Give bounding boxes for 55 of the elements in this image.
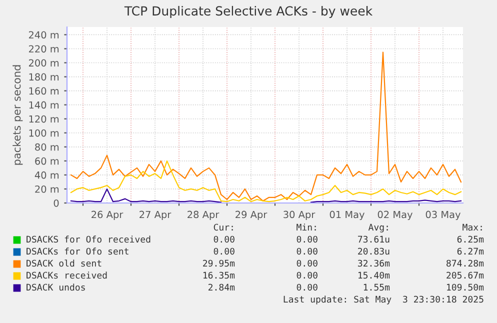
legend-label: DSACKs for Ofo sent (26, 248, 128, 255)
text: Min: (296, 224, 316, 231)
y-axis-title: packets per second (12, 65, 23, 165)
y-tick-label: 80 m (35, 143, 59, 151)
text: 6.25m (457, 236, 484, 243)
x-tick-label: 02 May (378, 210, 412, 220)
y-tick-label: 0 (54, 199, 59, 207)
text: Max: (462, 224, 482, 231)
text: Cur: (214, 224, 233, 231)
text: 2.84m (208, 284, 235, 291)
text: 0.00 (296, 284, 318, 291)
x-tick-label: 01 May (330, 210, 364, 220)
text: 874.28m (446, 260, 484, 267)
text: 1.55m (364, 284, 390, 291)
text: 16.35m (203, 272, 235, 279)
text: 32.36m (358, 260, 390, 267)
legend-label: DSACK undos (26, 284, 85, 291)
y-tick-label: 160 m (29, 87, 59, 95)
text: 0.00 (296, 272, 318, 279)
text: 6.27m (457, 248, 484, 255)
text: 29.95m (203, 260, 235, 267)
line-series (70, 160, 462, 202)
text: 0.00 (296, 236, 318, 243)
text: 0.00 (214, 248, 234, 255)
y-tick-label: 100 m (29, 129, 59, 137)
x-tick-label: 29 Apr (236, 210, 268, 220)
y-tick-label: 240 m (28, 31, 59, 39)
y-tick-label: 120 m (29, 115, 59, 123)
text: 20.83u (358, 248, 390, 255)
legend-label: DSACK old sent (26, 260, 102, 267)
x-tick-label: 28 Apr (188, 210, 220, 220)
line-series (70, 52, 462, 202)
x-tick-label: 26 Apr (92, 210, 124, 220)
legend-label: DSACKs received (26, 272, 107, 279)
chart-title: TCP Duplicate Selective ACKs - by week (124, 6, 373, 18)
y-tick-label: 140 m (29, 101, 59, 109)
x-tick-label: 03 May (426, 210, 460, 220)
text: 205.67m (446, 272, 484, 279)
y-tick-label: 40 m (34, 171, 59, 179)
y-tick-label: 20 m (35, 185, 59, 193)
y-tick-label: 220 m (28, 45, 59, 53)
y-tick-label: 180 m (29, 73, 59, 81)
legend-label: DSACKS for Ofo received (26, 236, 150, 243)
text: 15.40m (358, 272, 390, 279)
y-tick-label: 200 m (28, 59, 59, 67)
text: Last update: Sat May 3 23:30:18 2025 (284, 296, 484, 304)
text: 109.50m (447, 284, 484, 291)
text: Avg: (368, 224, 388, 232)
text: 73.61u (358, 236, 390, 243)
y-tick-label: 60 m (35, 157, 59, 165)
text: 0.00 (214, 236, 234, 243)
text: 0.00 (296, 248, 318, 255)
x-tick-label: 27 Apr (140, 210, 172, 220)
x-tick-label: 30 Apr (284, 210, 316, 220)
text: 0.00 (296, 260, 318, 267)
